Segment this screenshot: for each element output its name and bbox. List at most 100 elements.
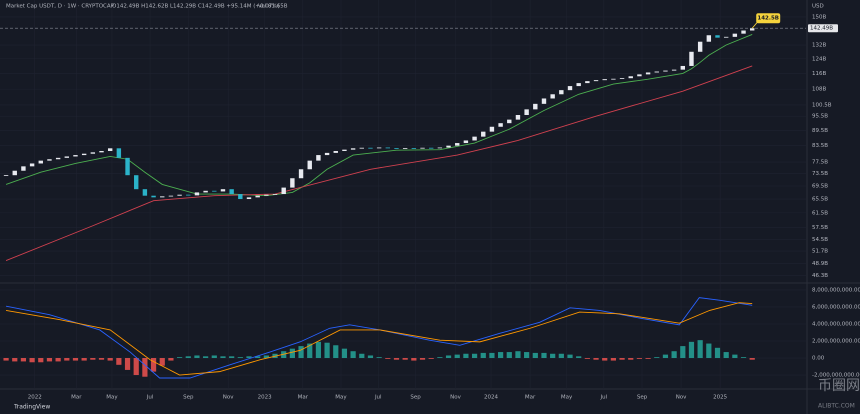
candle: [402, 148, 408, 149]
candle: [359, 147, 364, 149]
histogram-bar: [402, 358, 408, 360]
candle: [385, 147, 391, 149]
x-tick-label: Nov: [450, 395, 461, 401]
x-tick-label: Sep: [637, 395, 648, 401]
y-tick-label: 108B: [812, 87, 826, 93]
candle: [593, 80, 599, 82]
candle: [706, 35, 712, 42]
histogram-bar: [263, 355, 269, 359]
candle: [73, 155, 78, 157]
histogram-bar: [359, 353, 365, 359]
candle: [116, 148, 122, 158]
y-tick-label: 6,000,000,000.00: [812, 304, 860, 310]
candle: [47, 159, 52, 161]
x-tick-label: Jul: [600, 395, 608, 401]
candle: [585, 81, 590, 84]
candle: [602, 79, 607, 81]
histogram-bar: [550, 353, 556, 359]
histogram-bar: [489, 352, 495, 359]
y-tick-label: 124B: [812, 56, 826, 62]
histogram-bar: [723, 352, 729, 359]
histogram-bar: [376, 357, 382, 359]
histogram-bar: [176, 357, 183, 359]
histogram-bar: [636, 358, 643, 359]
histogram-bar: [437, 357, 443, 359]
candle: [90, 152, 96, 154]
y-tick-label: 4,000,000,000.00: [812, 321, 860, 327]
histogram-bar: [645, 358, 651, 359]
histogram-bar: [307, 343, 313, 359]
histogram-bar: [341, 348, 348, 359]
volume: Vol 81.65B: [258, 4, 288, 10]
histogram-bar: [159, 358, 165, 366]
candle: [64, 156, 70, 158]
histogram-bar: [749, 358, 755, 360]
histogram-bar: [98, 358, 105, 360]
candle: [481, 131, 486, 137]
y-tick-label: 61.5B: [812, 210, 828, 216]
candle: [255, 195, 260, 198]
histogram-bar: [498, 352, 504, 359]
y-tick-label: 150B: [812, 14, 826, 20]
y-tick-label: 116B: [812, 71, 826, 77]
candle: [689, 51, 694, 66]
candle: [437, 147, 443, 149]
x-tick-label: Mar: [71, 395, 82, 401]
histogram-bar: [324, 342, 330, 359]
x-tick-label: Mar: [525, 395, 536, 401]
candle: [238, 194, 243, 200]
histogram-bar: [211, 355, 217, 359]
y-tick-label: 8,000,000,000.00: [812, 287, 860, 293]
histogram-bar: [610, 358, 616, 361]
histogram-bar: [602, 358, 608, 361]
histogram-bar: [558, 353, 564, 359]
candle: [186, 194, 191, 196]
candle: [125, 157, 130, 176]
histogram-bar: [55, 358, 61, 362]
candle: [350, 148, 356, 150]
candle: [272, 194, 278, 195]
candle: [290, 178, 295, 188]
histogram-bar: [20, 358, 27, 362]
y-tick-label: 132B: [812, 43, 826, 49]
watermark: 币圈网: [818, 378, 860, 394]
watermark-sub: ALIBTC.COM: [818, 403, 855, 410]
candle: [368, 147, 373, 149]
histogram-bar: [732, 354, 738, 359]
candle: [697, 41, 703, 52]
histogram-bar: [654, 357, 660, 359]
candle: [29, 163, 35, 167]
histogram-bar: [393, 358, 400, 360]
x-tick-label: 2025: [713, 395, 727, 401]
candle: [55, 157, 61, 160]
histogram-bar: [714, 347, 721, 359]
histogram-bar: [532, 352, 538, 359]
candle: [741, 30, 746, 34]
candle: [654, 71, 659, 73]
candle: [550, 94, 555, 99]
candle: [324, 152, 330, 156]
y-tick-label: 95.5B: [812, 114, 828, 120]
histogram-bar: [185, 356, 191, 359]
x-tick-label: Jul: [146, 395, 154, 401]
histogram-bar: [237, 357, 243, 359]
y-tick-label: 100.5B: [812, 102, 832, 108]
histogram-bar: [116, 358, 122, 365]
histogram-bar: [3, 358, 9, 361]
candle: [420, 147, 425, 149]
histogram-bar: [333, 345, 339, 359]
candle: [524, 109, 529, 116]
candle: [203, 190, 208, 193]
candle: [472, 136, 477, 141]
histogram-bar: [168, 358, 174, 361]
x-tick-label: May: [561, 395, 573, 401]
histogram-bar: [194, 355, 200, 359]
x-tick-label: 2022: [28, 395, 42, 401]
y-tick-label: 48.9B: [812, 261, 828, 267]
histogram-bar: [229, 356, 235, 359]
candle: [342, 149, 347, 151]
candle: [628, 76, 633, 79]
candle: [428, 147, 434, 149]
histogram-bar: [419, 358, 426, 360]
candle: [107, 148, 113, 151]
